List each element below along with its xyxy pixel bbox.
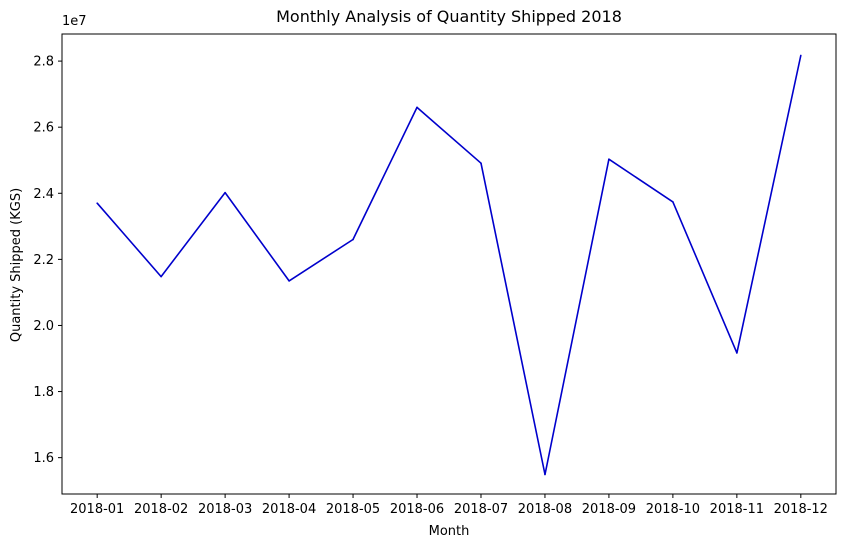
x-tick-label: 2018-03 xyxy=(198,502,252,517)
x-tick-label: 2018-01 xyxy=(70,502,124,517)
plot-area-frame xyxy=(61,33,837,495)
x-axis-ticks: 2018-01 2018-02 2018-03 2018-04 2018-05 2018-… xyxy=(70,494,828,517)
x-tick-label: 2018-10 xyxy=(646,502,700,517)
data-point xyxy=(672,201,674,203)
data-point xyxy=(288,280,290,282)
x-tick-label: 2018-11 xyxy=(710,502,764,517)
y-axis-ticks: 1.6 1.8 2.0 2.2 2.4 2.6 2.8 xyxy=(33,55,62,466)
y-axis-label: Quantity Shipped (KGS) xyxy=(9,188,24,342)
y-tick-label: 2.0 xyxy=(33,319,54,334)
data-point xyxy=(352,238,354,241)
y-tick-label: 2.8 xyxy=(33,55,54,70)
y-tick-label: 1.6 xyxy=(33,451,54,466)
x-tick-label: 2018-04 xyxy=(262,502,316,517)
data-point xyxy=(800,54,802,57)
y-tick-label: 2.6 xyxy=(33,121,54,136)
x-tick-label: 2018-07 xyxy=(454,502,508,517)
y-tick-label: 2.4 xyxy=(33,187,54,202)
data-point xyxy=(96,202,98,204)
data-point xyxy=(544,473,546,476)
chart-title: Monthly Analysis of Quantity Shipped 201… xyxy=(276,7,622,26)
data-point xyxy=(160,275,162,278)
data-point xyxy=(480,162,482,165)
x-tick-label: 2018-05 xyxy=(326,502,380,517)
y-tick-label: 1.8 xyxy=(33,385,54,400)
x-tick-label: 2018-08 xyxy=(518,502,572,517)
x-tick-label: 2018-12 xyxy=(774,502,828,517)
x-tick-label: 2018-06 xyxy=(390,502,444,517)
series-line xyxy=(96,55,802,476)
y-axis-offset-label: 1e7 xyxy=(62,14,87,29)
data-point xyxy=(736,352,738,354)
x-axis-label: Month xyxy=(429,524,470,539)
y-tick-label: 2.2 xyxy=(33,253,54,268)
data-point xyxy=(416,106,418,109)
data-point xyxy=(608,158,610,161)
x-tick-label: 2018-02 xyxy=(134,502,188,517)
x-tick-label: 2018-09 xyxy=(582,502,636,517)
series-layer xyxy=(96,54,802,476)
data-point xyxy=(224,191,226,194)
